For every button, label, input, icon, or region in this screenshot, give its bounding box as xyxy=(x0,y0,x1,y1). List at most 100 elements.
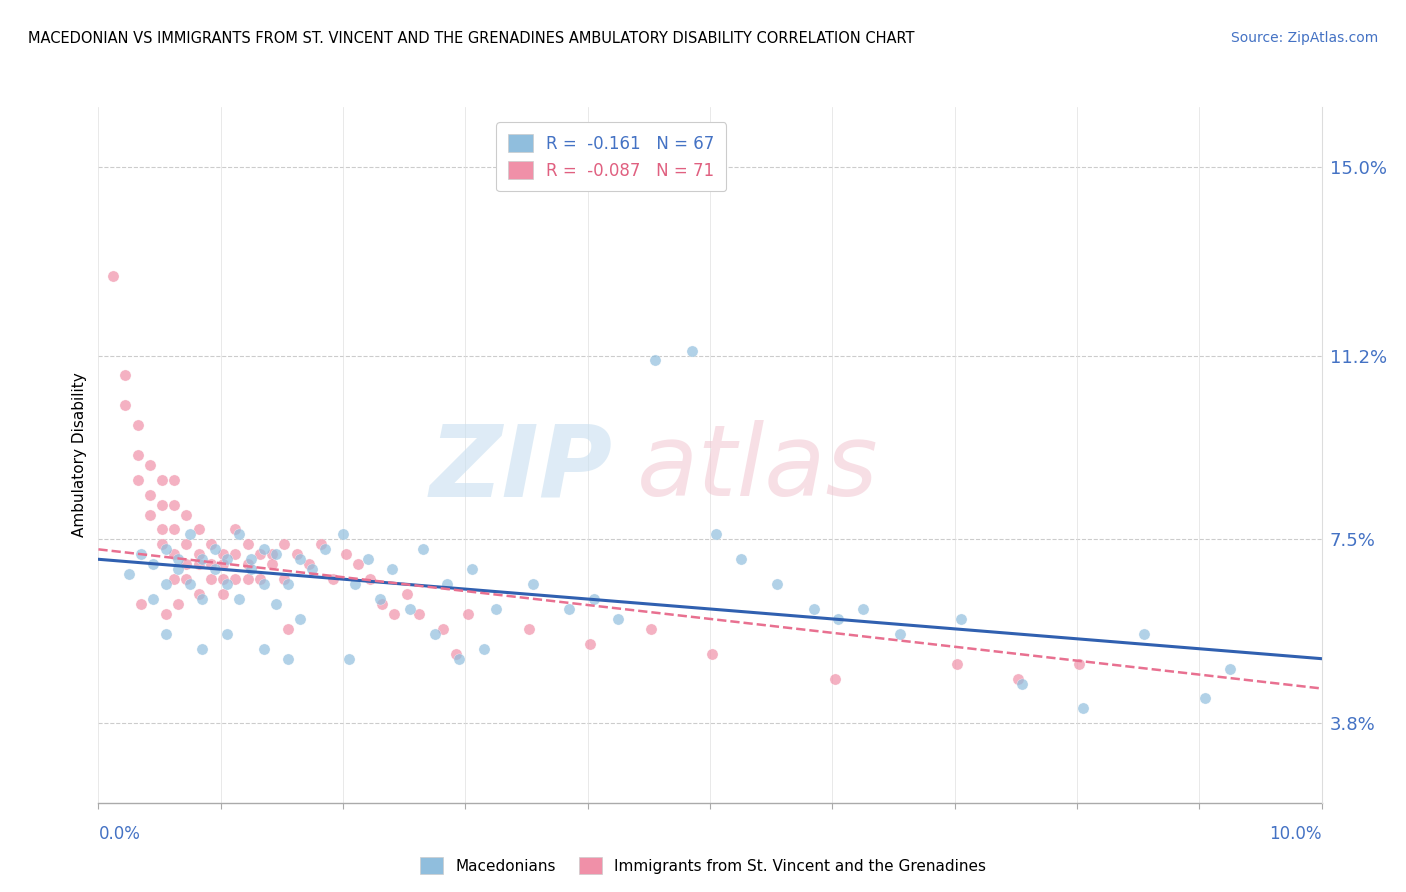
Point xyxy=(517,622,540,636)
Point xyxy=(139,488,162,502)
Legend: R =  -0.161   N = 67, R =  -0.087   N = 71: R = -0.161 N = 67, R = -0.087 N = 71 xyxy=(496,122,725,191)
Point xyxy=(399,602,422,616)
Point xyxy=(444,647,467,661)
Point xyxy=(240,562,263,576)
Point xyxy=(301,562,323,576)
Point xyxy=(949,612,972,626)
Point xyxy=(142,558,165,572)
Point xyxy=(309,537,332,551)
Point xyxy=(824,672,846,686)
Text: 0.0%: 0.0% xyxy=(98,825,141,843)
Point xyxy=(127,418,149,433)
Text: atlas: atlas xyxy=(637,420,879,517)
Point xyxy=(285,547,308,561)
Point xyxy=(472,641,495,656)
Point xyxy=(200,572,222,586)
Point xyxy=(290,612,312,626)
Point xyxy=(408,607,430,621)
Point xyxy=(129,597,152,611)
Point xyxy=(224,572,246,586)
Point xyxy=(1219,662,1241,676)
Point xyxy=(277,622,299,636)
Point xyxy=(240,552,263,566)
Point xyxy=(264,597,287,611)
Point xyxy=(150,473,173,487)
Point xyxy=(332,527,354,541)
Point xyxy=(1069,657,1091,671)
Point xyxy=(200,558,222,572)
Point xyxy=(346,558,368,572)
Point xyxy=(1007,672,1029,686)
Point xyxy=(142,592,165,607)
Point xyxy=(236,558,259,572)
Point xyxy=(827,612,849,626)
Point xyxy=(187,547,209,561)
Y-axis label: Ambulatory Disability: Ambulatory Disability xyxy=(72,373,87,537)
Point xyxy=(212,572,235,586)
Point xyxy=(558,602,581,616)
Point xyxy=(118,567,141,582)
Point xyxy=(101,268,124,283)
Point xyxy=(204,562,226,576)
Point xyxy=(249,547,271,561)
Point xyxy=(179,527,201,541)
Point xyxy=(359,572,381,586)
Point xyxy=(236,537,259,551)
Point xyxy=(163,572,186,586)
Point xyxy=(322,572,344,586)
Point xyxy=(200,537,222,551)
Point xyxy=(139,508,162,522)
Point xyxy=(127,473,149,487)
Point xyxy=(191,552,214,566)
Point xyxy=(273,572,295,586)
Point xyxy=(163,498,186,512)
Point xyxy=(252,542,274,557)
Point xyxy=(607,612,630,626)
Point xyxy=(224,547,246,561)
Point xyxy=(150,537,173,551)
Point xyxy=(702,647,724,661)
Point xyxy=(167,562,190,576)
Point xyxy=(368,592,391,607)
Point xyxy=(371,597,394,611)
Point xyxy=(337,651,360,665)
Point xyxy=(273,537,295,551)
Point xyxy=(298,558,321,572)
Point xyxy=(114,368,136,383)
Point xyxy=(432,622,454,636)
Point xyxy=(191,592,214,607)
Point xyxy=(167,552,190,566)
Point xyxy=(381,562,404,576)
Point xyxy=(163,473,186,487)
Point xyxy=(582,592,605,607)
Point xyxy=(640,622,662,636)
Point xyxy=(187,523,209,537)
Point xyxy=(155,627,177,641)
Point xyxy=(277,577,299,591)
Legend: Macedonians, Immigrants from St. Vincent and the Grenadines: Macedonians, Immigrants from St. Vincent… xyxy=(413,851,993,880)
Point xyxy=(395,587,418,601)
Point xyxy=(212,547,235,561)
Point xyxy=(179,577,201,591)
Point xyxy=(704,527,727,541)
Point xyxy=(176,537,198,551)
Point xyxy=(163,547,186,561)
Point xyxy=(114,398,136,412)
Point xyxy=(127,448,149,462)
Text: MACEDONIAN VS IMMIGRANTS FROM ST. VINCENT AND THE GRENADINES AMBULATORY DISABILI: MACEDONIAN VS IMMIGRANTS FROM ST. VINCEN… xyxy=(28,31,915,46)
Text: 10.0%: 10.0% xyxy=(1270,825,1322,843)
Point xyxy=(314,542,336,557)
Point xyxy=(803,602,825,616)
Point xyxy=(412,542,434,557)
Point xyxy=(335,547,357,561)
Point xyxy=(1071,701,1094,715)
Point xyxy=(852,602,875,616)
Point xyxy=(277,651,299,665)
Point xyxy=(176,508,198,522)
Point xyxy=(155,577,177,591)
Point xyxy=(167,597,190,611)
Point xyxy=(522,577,544,591)
Point xyxy=(1133,627,1156,641)
Point xyxy=(150,523,173,537)
Point xyxy=(215,552,238,566)
